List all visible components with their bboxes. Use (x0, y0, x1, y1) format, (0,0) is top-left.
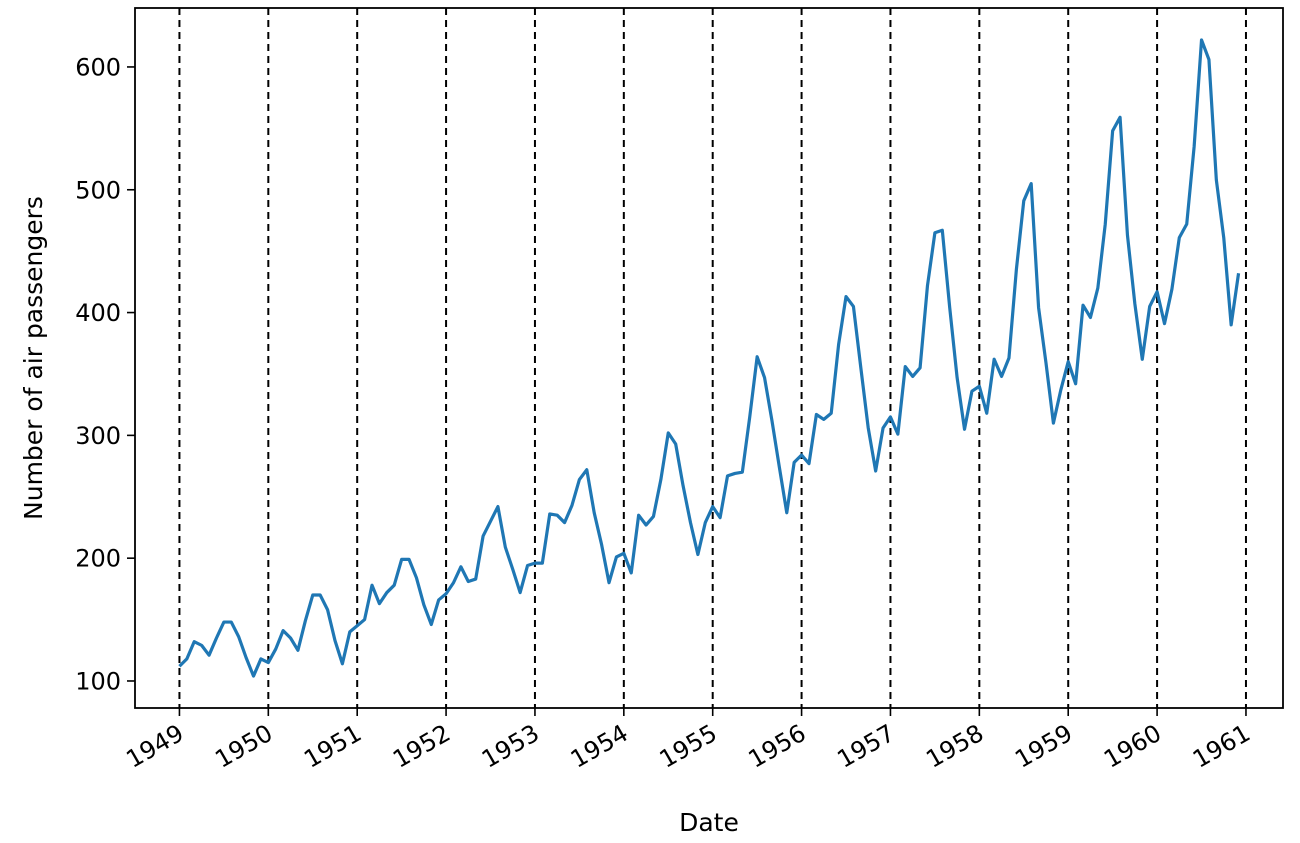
x-tick-label-1957: 1957 (833, 719, 900, 774)
x-axis-ticks: 1949 1950 1951 1952 1953 1954 1955 1956 1957 1958… (122, 708, 1255, 774)
y-tick-label-600: 600 (75, 53, 121, 81)
x-tick-label-1954: 1954 (566, 719, 633, 774)
y-tick-label-500: 500 (75, 176, 121, 204)
y-tick-label-200: 200 (75, 545, 121, 573)
x-tick-label-1961: 1961 (1188, 719, 1255, 774)
plot-frame (134, 7, 1284, 709)
x-tick-label-1952: 1952 (388, 719, 455, 774)
vertical-year-lines (178, 8, 1247, 708)
y-tick-label-300: 300 (75, 422, 121, 450)
x-tick-label-1958: 1958 (921, 719, 988, 774)
x-tick-label-1950: 1950 (210, 719, 277, 774)
x-tick-label-1951: 1951 (299, 719, 366, 774)
x-axis-label: Date (679, 808, 739, 837)
x-tick-label-1953: 1953 (477, 719, 544, 774)
series-line-0 (178, 38, 1241, 678)
x-tick-label-1955: 1955 (655, 719, 722, 774)
y-axis-ticks: 100 200 300 400 500 600 (75, 53, 135, 695)
series-layer (178, 38, 1241, 678)
x-tick-label-1960: 1960 (1099, 719, 1166, 774)
x-tick-label-1959: 1959 (1010, 719, 1077, 774)
y-axis-label: Number of air passengers (19, 196, 48, 520)
x-tick-label-1949: 1949 (122, 719, 189, 774)
y-tick-label-100: 100 (75, 667, 121, 695)
x-tick-label-1956: 1956 (744, 719, 811, 774)
y-tick-label-400: 400 (75, 299, 121, 327)
